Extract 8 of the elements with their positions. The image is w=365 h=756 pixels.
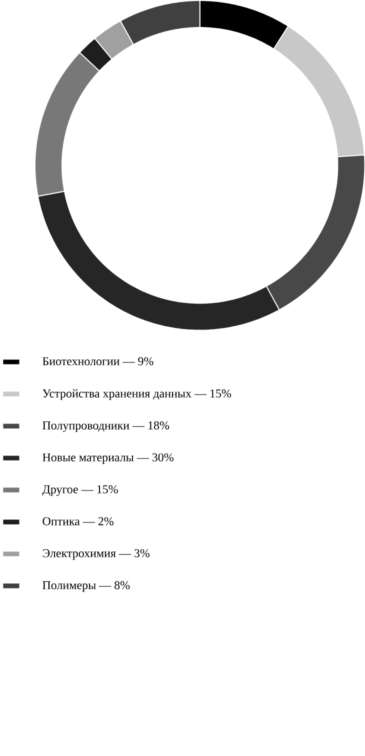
legend-label: Другое — 15% (42, 485, 118, 496)
legend-label: Электрохимия — 3% (42, 549, 150, 560)
legend-label: Биотехнологии — 9% (42, 357, 154, 366)
legend-label: Новые материалы — 30% (42, 453, 174, 464)
legend-label: Устройства хранения данных — 15% (42, 389, 231, 400)
legend-label: Оптика — 2% (42, 517, 114, 526)
legend-label: Полимеры — 8% (42, 581, 130, 592)
legend-label: Полупроводники — 18% (42, 421, 169, 432)
